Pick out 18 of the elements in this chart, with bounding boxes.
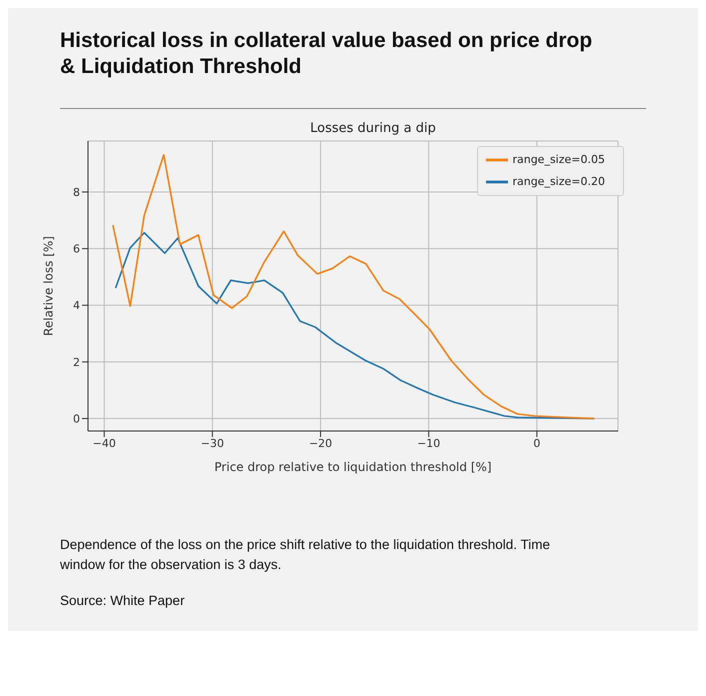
chart-title: Historical loss in collateral value based on price drop & Liquidation Threshold	[60, 28, 594, 80]
text: Dependence of the loss on the price shift relative to the liquidation threshold. Time window for the observation is 3 days.	[60, 536, 552, 574]
y-tick-label: 4	[73, 299, 80, 312]
chart-subtitle: Losses during a dip	[309, 121, 437, 136]
y-tick-label: 8	[73, 186, 80, 199]
x-tick-label: −40	[92, 436, 116, 450]
x-axis-title: Price drop relative to liquidation threshold [%]	[214, 460, 492, 474]
y-axis-title: Relative loss [%]	[41, 236, 56, 336]
legend-label: range_size=0.20	[512, 175, 605, 188]
y-tick-label: 2	[73, 356, 80, 369]
legend-label: range_size=0.05	[512, 153, 605, 166]
y-tick-label: 0	[73, 412, 80, 426]
x-tick-label: −30	[200, 436, 224, 450]
x-tick-label: −20	[308, 436, 332, 450]
x-tick-label: 0	[533, 436, 540, 450]
y-tick-label: 6	[73, 242, 80, 256]
x-tick-label: −10	[417, 436, 440, 450]
source-note: Source: White Paper	[60, 592, 186, 610]
